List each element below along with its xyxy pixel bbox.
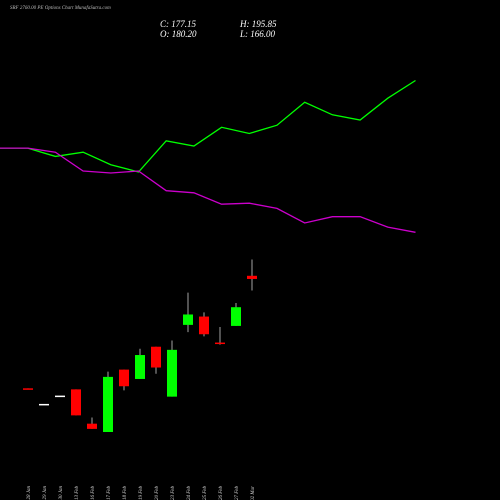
date-label: 26 Feb: [219, 486, 224, 500]
date-label: 25 Feb: [203, 486, 208, 500]
candle-body: [231, 307, 241, 326]
high-label: H: 195.85: [239, 19, 277, 29]
candle-body: [39, 403, 49, 406]
candle-body: [183, 314, 193, 325]
date-label: 29 Jan: [43, 486, 48, 500]
date-label: 02 Mar: [251, 486, 256, 500]
candle-body: [55, 395, 65, 398]
candle-body: [71, 389, 81, 416]
candle-body: [247, 275, 257, 279]
candle-body: [151, 346, 161, 368]
date-label: 27 Feb: [235, 486, 240, 500]
candle-body: [135, 355, 145, 379]
candle-body: [167, 349, 177, 397]
low-label: L: 166.00: [239, 29, 276, 39]
date-label: 18 Feb: [123, 486, 128, 500]
indicator-line: [0, 79, 416, 173]
date-label: 13 Feb: [75, 486, 80, 500]
candle-body: [119, 369, 129, 387]
close-label: C: 177.15: [160, 19, 197, 29]
date-label: 20 Feb: [155, 486, 160, 500]
date-label: 23 Feb: [171, 486, 176, 500]
date-label: 28 Jan: [27, 486, 32, 500]
candle-body: [23, 388, 33, 390]
chart-title: SRF 2760.00 PE Options Chart MunafaSutra…: [10, 6, 111, 11]
date-label: 16 Feb: [91, 486, 96, 500]
date-label: 17 Feb: [107, 486, 112, 500]
candle-body: [103, 376, 113, 432]
indicator-line: [0, 147, 416, 233]
date-label: 19 Feb: [139, 486, 144, 500]
candle-body: [215, 342, 225, 345]
candle-body: [87, 423, 97, 429]
date-label: 24 Feb: [187, 486, 192, 500]
open-label: O: 180.20: [160, 29, 197, 39]
date-label: 30 Jan: [59, 486, 64, 500]
candle-body: [199, 316, 209, 335]
